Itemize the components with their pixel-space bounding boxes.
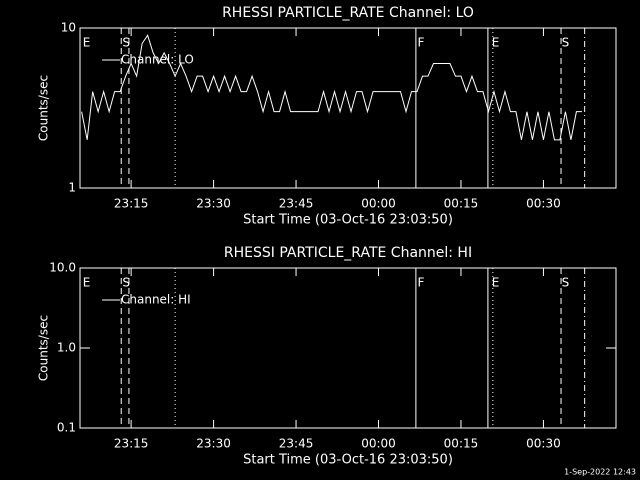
x-tick-label: 23:15: [114, 437, 149, 451]
event-flag: F: [418, 276, 425, 290]
x-axis-label: Start Time (03-Oct-16 23:03:50): [243, 213, 453, 228]
y-tick-label: 1.0: [57, 341, 76, 355]
event-flag: E: [492, 276, 500, 290]
chart-title: RHESSI PARTICLE_RATE Channel: LO: [222, 5, 474, 21]
data-line: [81, 34, 582, 141]
x-axis-label: Start Time (03-Oct-16 23:03:50): [243, 453, 453, 468]
x-tick-label: 00:15: [444, 197, 479, 211]
x-tick-label: 00:30: [526, 197, 561, 211]
plot-frame: [79, 27, 617, 189]
x-tick-label: 23:45: [279, 437, 314, 451]
chart-title: RHESSI PARTICLE_RATE Channel: HI: [224, 245, 472, 261]
x-tick-label: 00:00: [361, 197, 396, 211]
y-tick-label: 10: [61, 21, 76, 35]
x-tick-label: 23:45: [279, 197, 314, 211]
x-tick-label: 23:15: [114, 197, 149, 211]
y-axis-label: Counts/sec: [37, 75, 51, 141]
event-flag: E: [492, 36, 500, 50]
x-tick-label: 23:30: [196, 437, 231, 451]
legend-label: Channel: HI: [121, 293, 191, 307]
x-tick-label: 00:15: [444, 437, 479, 451]
footer: 1-Sep-2022 12:43: [564, 468, 636, 477]
event-flag: S: [122, 36, 130, 50]
y-tick-label: 1: [68, 181, 76, 195]
y-tick-label: 10.0: [49, 261, 76, 275]
x-tick-label: 00:30: [526, 437, 561, 451]
event-flag: S: [562, 276, 570, 290]
event-flag: S: [562, 36, 570, 50]
event-flag: S: [122, 276, 130, 290]
event-flag: F: [418, 36, 425, 50]
y-tick-label: 0.1: [57, 421, 76, 435]
event-flag: E: [83, 276, 91, 290]
y-axis-label: Counts/sec: [37, 315, 51, 381]
x-tick-label: 23:30: [196, 197, 231, 211]
x-tick-label: 00:00: [361, 437, 396, 451]
legend-label: Channel: LO: [121, 53, 194, 67]
event-flag: E: [83, 36, 91, 50]
